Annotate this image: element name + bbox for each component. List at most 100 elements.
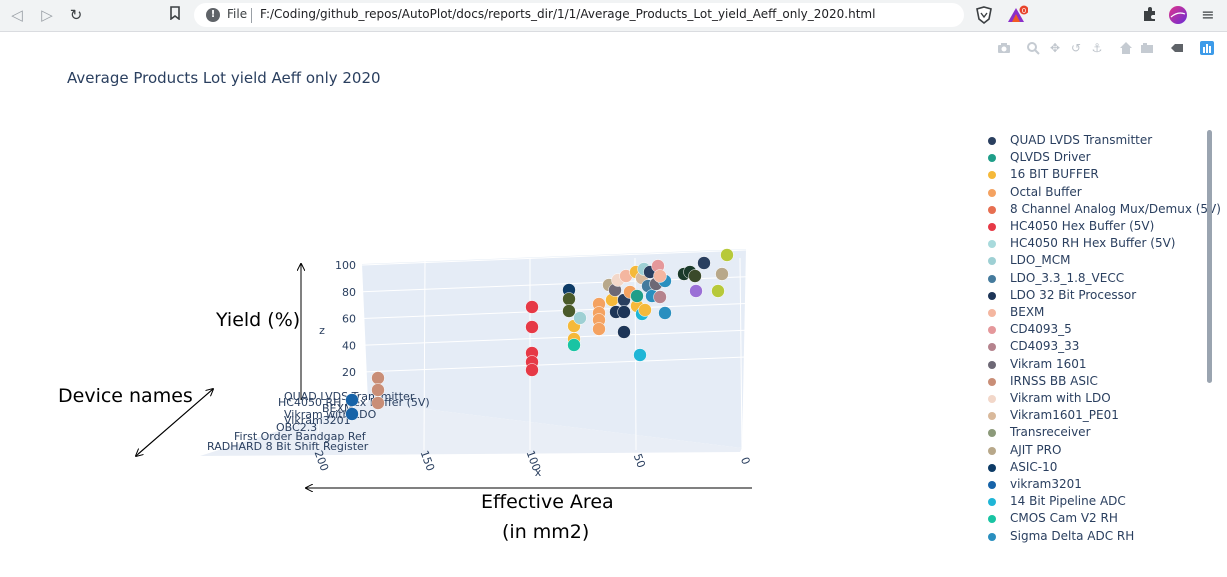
reset-camera-icon[interactable] [1140,41,1154,55]
legend-label: Vikram 1601 [1010,356,1087,371]
data-point[interactable] [525,300,539,314]
y-tick-label: OBC2.3 [276,421,317,434]
hover-spike-icon[interactable] [1170,41,1184,55]
z-tick-label: 60 [342,313,356,326]
legend-marker [988,257,996,266]
z-tick-label: 80 [342,286,356,299]
data-point[interactable] [345,393,359,407]
data-point[interactable] [592,322,606,336]
z-gridline [361,329,747,346]
legend-scrollbar[interactable] [1207,130,1212,383]
legend-marker [988,205,996,214]
legend-label: AJIT PRO [1010,442,1062,457]
bookmark-icon[interactable] [166,6,184,24]
z-gridline [361,249,747,266]
pan-icon[interactable]: ✥ [1049,41,1061,55]
legend-label: 8 Channel Analog Mux/Demux (5V) [1010,201,1221,216]
data-point[interactable] [345,407,359,421]
home-icon[interactable] [1119,41,1133,55]
data-point[interactable] [697,256,711,270]
y-tick-label: First Order Bandgap Ref [234,430,367,443]
back-icon[interactable]: ◁ [11,6,23,24]
data-point[interactable] [715,267,729,281]
url-text[interactable]: F:/Coding/github_repos/AutoPlot/docs/rep… [260,7,876,21]
menu-icon[interactable]: ≡ [1201,5,1215,24]
forward-icon[interactable]: ▷ [41,6,53,24]
data-point[interactable] [689,284,703,298]
brave-shield-icon[interactable] [974,5,994,25]
zoom-icon[interactable] [1026,41,1040,55]
device-arrow-down [136,388,214,456]
legend-marker [988,326,996,335]
z-tick-label: 20 [342,366,356,379]
legend-marker [988,171,996,180]
extensions-icon[interactable] [1141,5,1161,25]
legend-marker [988,360,996,369]
annotation-arrows [136,264,752,488]
legend-label: vikram3201 [1010,477,1082,491]
data-point[interactable] [525,363,539,377]
legend-label: 14 Bit Pipeline ADC [1010,494,1126,509]
data-point[interactable] [525,320,539,334]
data-point[interactable] [653,290,667,304]
legend-marker [988,154,996,163]
z-tick-label: 40 [342,339,356,352]
rewards-icon[interactable]: 0 [1006,5,1029,25]
legend-marker [988,343,996,352]
z-gridline [361,303,747,319]
legend-label: BEXM [1010,305,1045,319]
data-point[interactable] [658,306,672,320]
data-point[interactable] [562,292,576,306]
legend-label: Vikram with LDO [1010,391,1111,405]
legend-marker [988,274,996,283]
data-point[interactable] [371,371,385,385]
address-bar[interactable] [194,3,964,27]
data-point[interactable] [371,383,385,397]
legend-marker [988,240,996,249]
legend-marker [988,137,996,145]
data-point[interactable] [720,248,734,262]
url-separator [251,8,252,23]
y-tick-label: Vikram3201 [284,414,351,427]
data-point[interactable] [617,305,631,319]
legend-label: LDO 32 Bit Processor [1010,287,1137,302]
orbit-icon[interactable]: ↺ [1070,41,1082,55]
legend-marker [988,446,996,455]
area-annotation-line2: (in mm2) [502,521,590,543]
data-point[interactable] [638,303,652,317]
scatter-points [345,248,734,421]
legend-marker [988,532,996,541]
data-point[interactable] [630,289,644,303]
data-point[interactable] [371,396,385,410]
turntable-icon[interactable]: ⚓ [1091,41,1103,55]
data-point[interactable] [573,311,587,325]
chart-title: Average Products Lot yield Aeff only 202… [67,69,381,87]
data-point[interactable] [688,269,702,283]
legend-label: QLVDS Driver [1010,150,1091,165]
data-point[interactable] [567,338,581,352]
x-gridline [423,257,426,451]
data-point[interactable] [633,348,647,362]
data-point[interactable] [653,269,667,283]
legend-label: ASIC-10 [1010,459,1058,474]
legend-marker [988,463,996,472]
data-point[interactable] [617,325,631,339]
legend-marker [988,429,996,438]
y-tick-label: RADHARD 8 Bit Shift Register [207,440,369,453]
profile-avatar-icon[interactable] [1168,5,1188,25]
legend-label: Sigma Delta ADC RH [1010,528,1135,543]
device-annotation: Device names [58,385,193,407]
info-icon[interactable]: ! [206,8,220,22]
legend-marker [988,412,996,421]
legend-label: LDO_MCM [1010,253,1071,268]
reload-icon[interactable]: ↻ [69,6,83,24]
camera-icon[interactable] [997,41,1011,55]
z-tick-label: 100 [335,259,356,272]
data-point[interactable] [711,284,725,298]
scene-grid [200,249,747,456]
legend-label: Octal Buffer [1010,184,1082,199]
legend-label: 16 BIT BUFFER [1010,167,1099,182]
data-point[interactable] [562,304,576,318]
plotly-logo-icon[interactable] [1200,41,1214,55]
